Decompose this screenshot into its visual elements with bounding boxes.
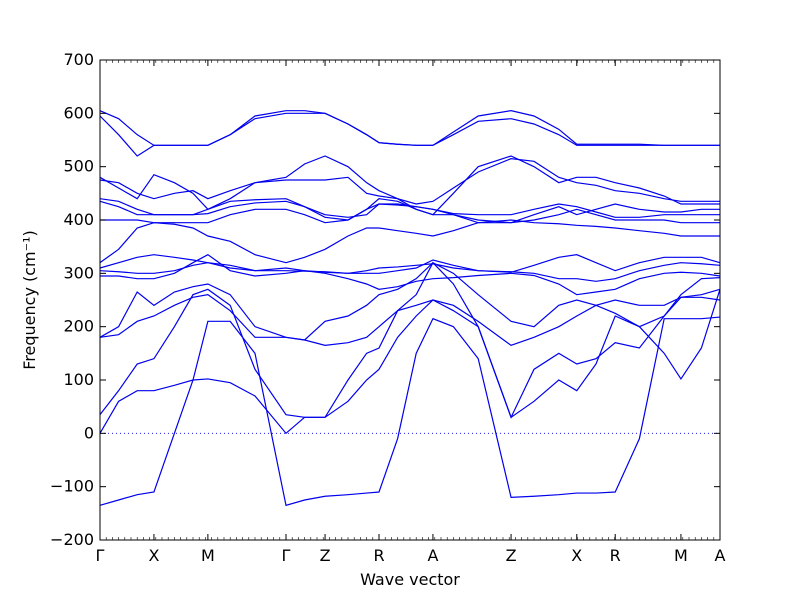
kpoint-label-4: Γ bbox=[282, 546, 291, 565]
x-axis-label: Wave vector bbox=[360, 570, 460, 589]
kpoint-label-6: R bbox=[373, 546, 384, 565]
band-line-12 bbox=[99, 198, 720, 224]
kpoint-label-11: M bbox=[674, 546, 688, 565]
y-tick-label: 200 bbox=[63, 317, 94, 336]
kpoint-label-12: A bbox=[715, 546, 726, 565]
kpoint-label-5: Z bbox=[320, 546, 331, 565]
band-line-8 bbox=[99, 254, 721, 274]
y-axis-ticks: −200 −100 0 100 200 300 400 500 600 700 bbox=[50, 50, 720, 549]
kpoint-label-7: A bbox=[427, 546, 438, 565]
y-tick-label: 300 bbox=[63, 263, 94, 282]
band-line-14 bbox=[99, 155, 720, 216]
band-line-5 bbox=[99, 261, 721, 341]
plot-frame bbox=[99, 59, 721, 541]
y-tick-label: 700 bbox=[63, 50, 94, 69]
y-tick-label: −200 bbox=[50, 530, 94, 549]
y-tick-label: 500 bbox=[63, 157, 94, 176]
y-tick-label: −100 bbox=[50, 477, 94, 496]
kpoint-label-9: X bbox=[571, 546, 582, 565]
kpoint-label-10: R bbox=[610, 546, 621, 565]
band-lines bbox=[99, 110, 721, 507]
y-tick-label: 0 bbox=[84, 423, 94, 442]
y-tick-label: 100 bbox=[63, 370, 94, 389]
kpoint-label-3: M bbox=[201, 546, 215, 565]
kpoint-label-2: X bbox=[148, 546, 159, 565]
band-line-9 bbox=[99, 219, 720, 264]
y-tick-label: 400 bbox=[63, 210, 94, 229]
kpoint-label-8: Z bbox=[506, 546, 517, 565]
band-line-10 bbox=[100, 203, 720, 224]
y-tick-label: 600 bbox=[63, 103, 94, 122]
band-line-4 bbox=[99, 294, 721, 347]
band-line-2 bbox=[99, 289, 721, 435]
kpoint-label-1: Γ bbox=[96, 546, 105, 565]
band-line-6 bbox=[100, 253, 721, 296]
band-line-7 bbox=[99, 262, 721, 282]
y-axis-label: Frequency (cm⁻¹) bbox=[20, 230, 39, 369]
band-line-16 bbox=[99, 110, 720, 146]
